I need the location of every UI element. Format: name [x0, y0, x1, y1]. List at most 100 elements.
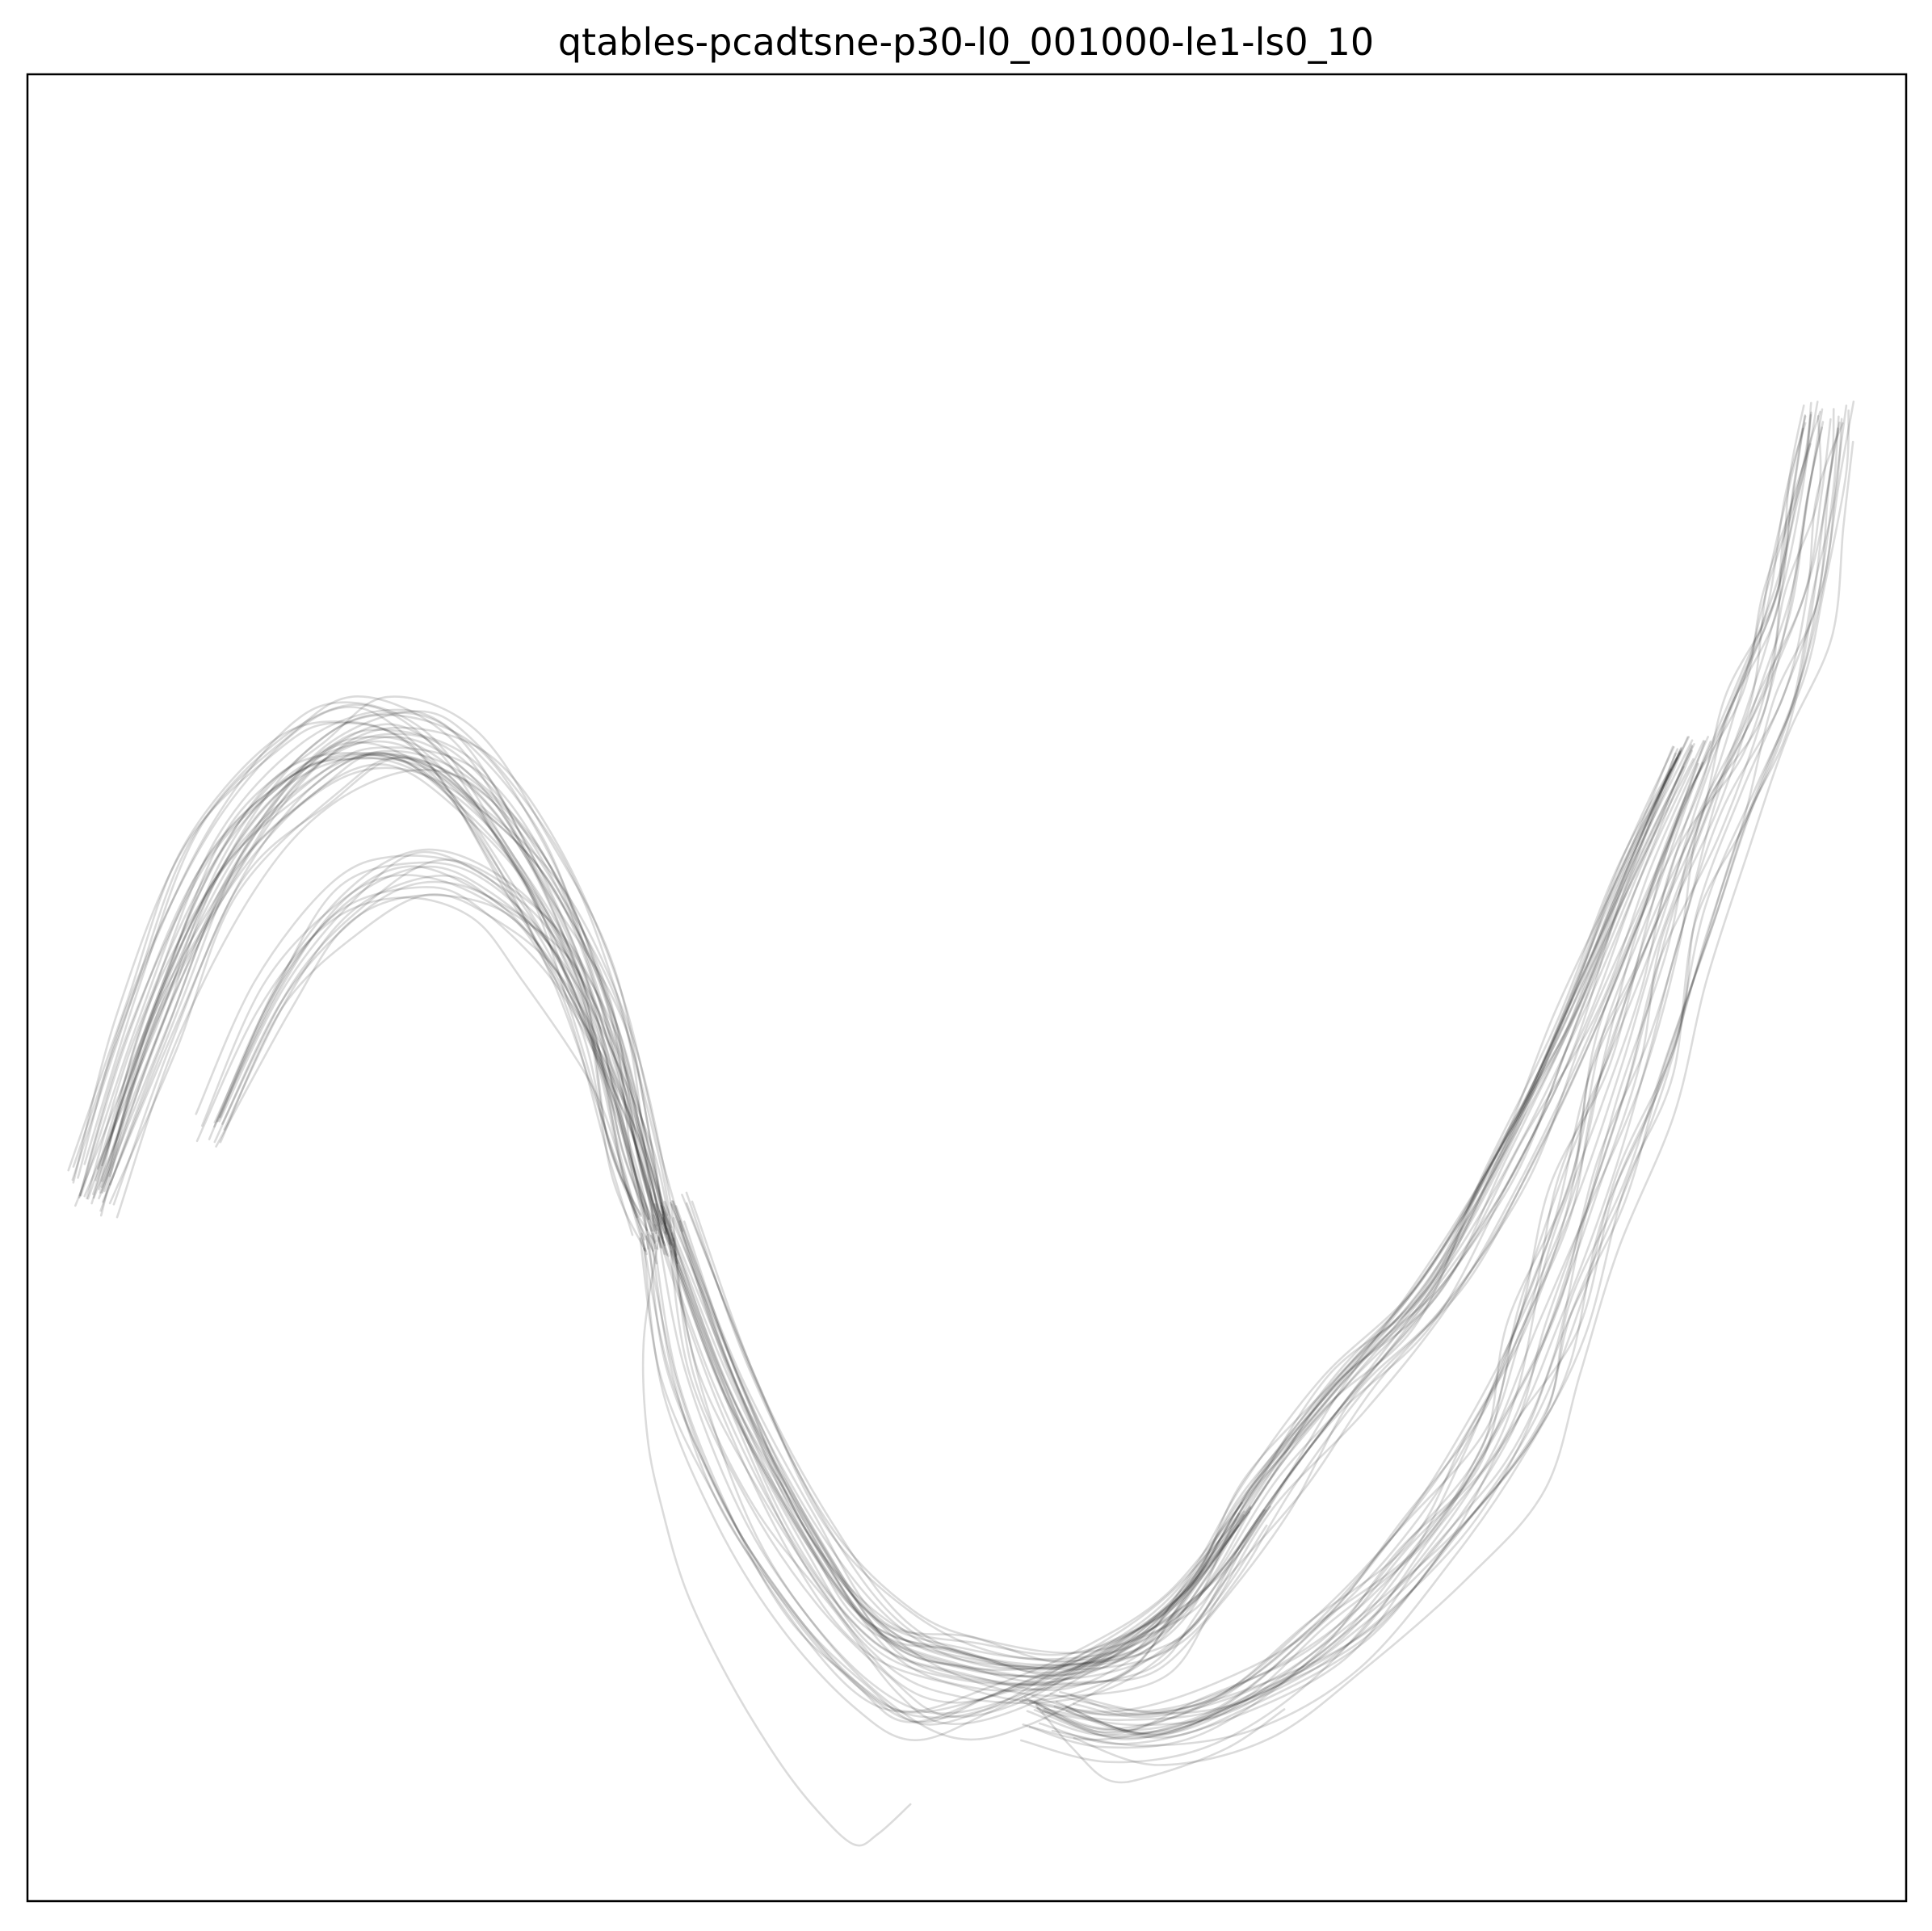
- series-line-1-4: [200, 874, 653, 1232]
- series-line-4-4: [1065, 415, 1840, 1736]
- series-line-3-14: [662, 748, 1682, 1671]
- series-line-3-15: [652, 746, 1682, 1685]
- series-line-4-23: [1019, 413, 1812, 1732]
- series-line-3-18: [691, 740, 1706, 1671]
- series-line-4-25: [1043, 408, 1824, 1722]
- series-line-3-8: [653, 749, 1682, 1677]
- series-line-4-19: [1028, 422, 1807, 1741]
- series-line-2-6: [671, 1232, 1271, 1704]
- series-line-0-6: [99, 766, 668, 1256]
- series-line-0-13: [98, 723, 667, 1234]
- series-line-0-33: [92, 736, 657, 1242]
- series-line-0-0: [99, 754, 662, 1249]
- series-line-1-11: [215, 894, 666, 1255]
- series-line-0-9: [100, 728, 668, 1236]
- series-line-0-26: [86, 757, 657, 1244]
- series-line-0-32: [86, 751, 659, 1250]
- series-line-3-10: [685, 736, 1709, 1655]
- series-line-3-21: [669, 745, 1694, 1669]
- series-line-3-1: [678, 762, 1704, 1686]
- series-line-3-24: [674, 744, 1693, 1670]
- series-line-0-4: [101, 736, 664, 1239]
- series-line-3-19: [664, 758, 1695, 1692]
- series-line-3-17: [661, 757, 1678, 1686]
- series-line-3-2: [658, 752, 1682, 1684]
- series-line-4-14: [1069, 404, 1848, 1716]
- series-line-0-1: [98, 749, 675, 1248]
- series-line-4-10: [1065, 422, 1841, 1736]
- series-line-0-22: [99, 763, 658, 1265]
- series-line-3-6: [662, 750, 1682, 1678]
- series-line-2-11: [643, 1247, 1240, 1742]
- series-line-1-7: [195, 854, 649, 1231]
- series-line-4-5: [1021, 401, 1812, 1713]
- series-line-0-5: [77, 706, 650, 1220]
- series-line-3-11: [672, 736, 1690, 1664]
- series-line-3-12: [661, 752, 1677, 1692]
- series-line-1-1: [216, 865, 658, 1232]
- series-line-2-7: [647, 1233, 1250, 1723]
- series-line-0-16: [67, 720, 638, 1219]
- series-line-4-15: [1041, 418, 1832, 1727]
- series-line-4-21: [1055, 422, 1844, 1734]
- series-line-1-2: [213, 861, 657, 1235]
- series-line-2-10: [640, 1232, 1243, 1713]
- series-line-0-8: [78, 754, 647, 1253]
- series-line-4-17: [1036, 415, 1822, 1740]
- series-line-3-0: [681, 740, 1705, 1662]
- series-line-2-2: [657, 1235, 1251, 1715]
- chart-title: qtables-pcadtsne-p30-l0_001000-le1-ls0_1…: [557, 20, 1375, 64]
- series-line-1-5: [221, 858, 668, 1232]
- series-line-4-13: [1022, 427, 1804, 1749]
- series-line-3-7: [663, 739, 1694, 1656]
- series-line-4-20: [1035, 411, 1812, 1731]
- series-line-4-9: [1033, 421, 1825, 1739]
- series-line-1-0: [219, 892, 670, 1257]
- series-line-3-22: [664, 766, 1685, 1705]
- series-line-0-25: [101, 713, 667, 1225]
- series-line-0-31: [92, 733, 666, 1246]
- series-line-4-3: [1031, 401, 1819, 1717]
- series-line-5-0: [641, 1236, 912, 1847]
- series-line-4-11: [1073, 440, 1854, 1766]
- series-line-2-4: [645, 1235, 1245, 1726]
- series-line-0-30: [108, 726, 684, 1232]
- series-line-0-2: [94, 712, 659, 1227]
- series-line-0-11: [101, 695, 666, 1225]
- series-line-0-20: [112, 756, 678, 1257]
- series-line-0-3: [90, 756, 649, 1250]
- series-line-1-12: [218, 850, 669, 1230]
- series-line-4-18: [1073, 409, 1850, 1719]
- series-line-0-21: [79, 753, 646, 1240]
- series-line-3-25: [670, 743, 1695, 1668]
- series-line-0-24: [102, 752, 673, 1246]
- series-line-0-7: [71, 703, 641, 1215]
- series-line-4-22: [1038, 426, 1823, 1745]
- series-line-0-29: [83, 740, 663, 1249]
- plot-frame: [26, 73, 1908, 1903]
- series-line-2-8: [666, 1228, 1267, 1718]
- series-line-0-10: [72, 701, 642, 1217]
- series-line-4-2: [1034, 415, 1807, 1736]
- series-line-1-6: [219, 848, 663, 1225]
- series-line-0-19: [96, 708, 669, 1216]
- series-layer: [67, 401, 1855, 1847]
- series-line-4-7: [1051, 427, 1839, 1747]
- series-line-4-12: [1059, 401, 1855, 1715]
- series-line-1-8: [213, 880, 665, 1244]
- series-line-3-9: [660, 748, 1679, 1677]
- series-line-0-17: [72, 721, 634, 1236]
- series-line-1-10: [195, 896, 648, 1256]
- series-line-6-0: [1035, 1704, 1286, 1784]
- series-line-3-23: [671, 736, 1689, 1660]
- series-line-0-27: [116, 768, 678, 1256]
- series-line-2-3: [670, 1250, 1268, 1741]
- series-line-3-20: [655, 745, 1674, 1671]
- series-line-0-18: [108, 756, 679, 1264]
- series-line-2-5: [672, 1237, 1266, 1726]
- series-line-2-1: [639, 1237, 1241, 1714]
- series-line-0-12: [78, 741, 646, 1252]
- series-line-1-3: [213, 865, 655, 1232]
- series-line-3-16: [653, 768, 1672, 1702]
